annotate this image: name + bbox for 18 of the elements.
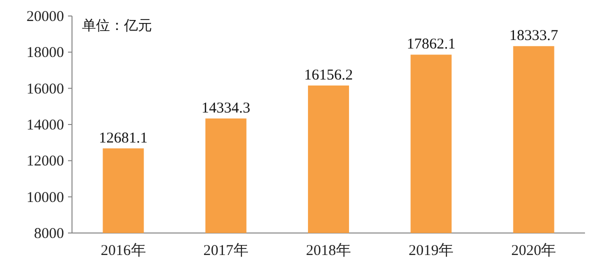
y-tick-label: 18000 [26,45,64,62]
x-tick-label: 2020年 [511,242,556,259]
data-label: 16156.2 [304,68,353,84]
x-tick-label: 2018年 [306,242,351,259]
y-tick-label: 14000 [26,118,64,134]
data-label: 17862.1 [406,36,456,53]
y-tick-label: 12000 [26,154,64,170]
x-tick-label: 2016年 [100,242,146,259]
y-tick-label: 16000 [26,81,64,98]
x-tick-label: 2019年 [408,242,454,259]
data-label: 12681.1 [98,130,148,146]
x-tick-label: 2017年 [203,242,248,259]
y-tick-label: 10000 [26,190,64,206]
annotation: 单位：亿元 [82,18,152,34]
y-tick-label: 8000 [34,226,64,242]
data-label: 14334.3 [202,100,250,116]
y-tick-label: 20000 [26,9,64,25]
data-label: 18333.7 [509,28,559,44]
